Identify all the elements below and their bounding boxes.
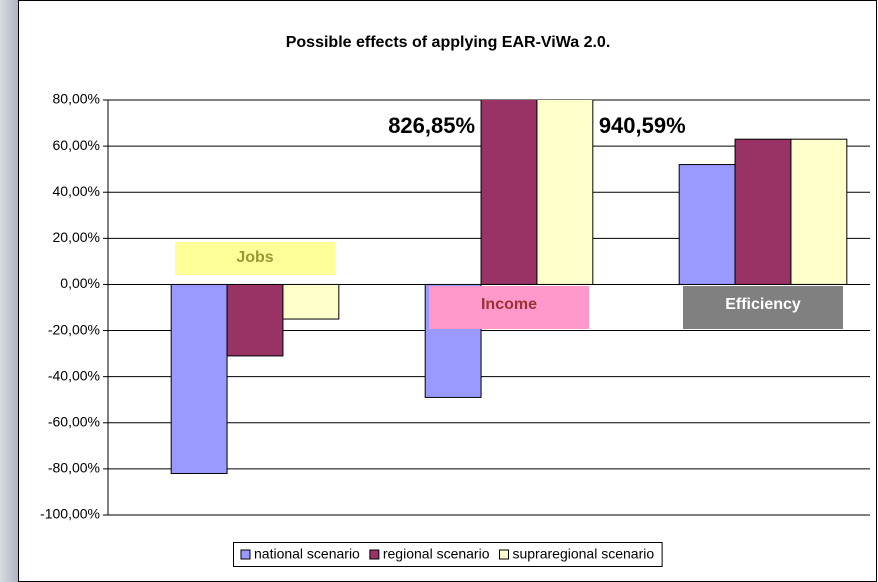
y-tick-label: 60,00% (53, 137, 100, 153)
legend-box (233, 542, 663, 567)
chart-title: Possible effects of applying EAR-ViWa 2.… (286, 34, 611, 51)
bar (790, 138, 848, 285)
y-tick-label: 80,00% (53, 91, 100, 107)
value-label: 826,85% (388, 113, 475, 138)
bar (734, 138, 792, 285)
legend-swatch (498, 549, 509, 560)
bar (678, 164, 736, 285)
category-label: Efficiency (725, 296, 801, 313)
category-label-box (683, 286, 843, 329)
background-strip (0, 0, 18, 582)
y-tick-label: 0,00% (60, 275, 100, 291)
bar (226, 283, 284, 357)
legend-label: regional scenario (383, 546, 490, 562)
y-tick-label: -40,00% (48, 367, 100, 383)
category-label: Jobs (236, 249, 273, 266)
bar (282, 283, 340, 320)
bars (170, 100, 848, 475)
legend-swatch (369, 549, 380, 560)
legend-label: national scenario (254, 546, 360, 562)
y-tick-label: -60,00% (48, 413, 100, 429)
y-tick-label: 20,00% (53, 229, 100, 245)
category-label-box (429, 286, 589, 329)
category-label-box (175, 242, 335, 275)
legend-label: supraregional scenario (512, 546, 654, 562)
bar (480, 100, 538, 285)
value-label: 940,59% (599, 113, 686, 138)
y-tick-label: -80,00% (48, 460, 100, 476)
y-tick-label: 40,00% (53, 183, 100, 199)
y-tick-label: -100,00% (40, 506, 100, 522)
y-tick-label: -20,00% (48, 321, 100, 337)
legend-swatch (240, 549, 251, 560)
category-label: Income (481, 296, 537, 313)
bar (170, 283, 228, 475)
bar (536, 100, 594, 285)
